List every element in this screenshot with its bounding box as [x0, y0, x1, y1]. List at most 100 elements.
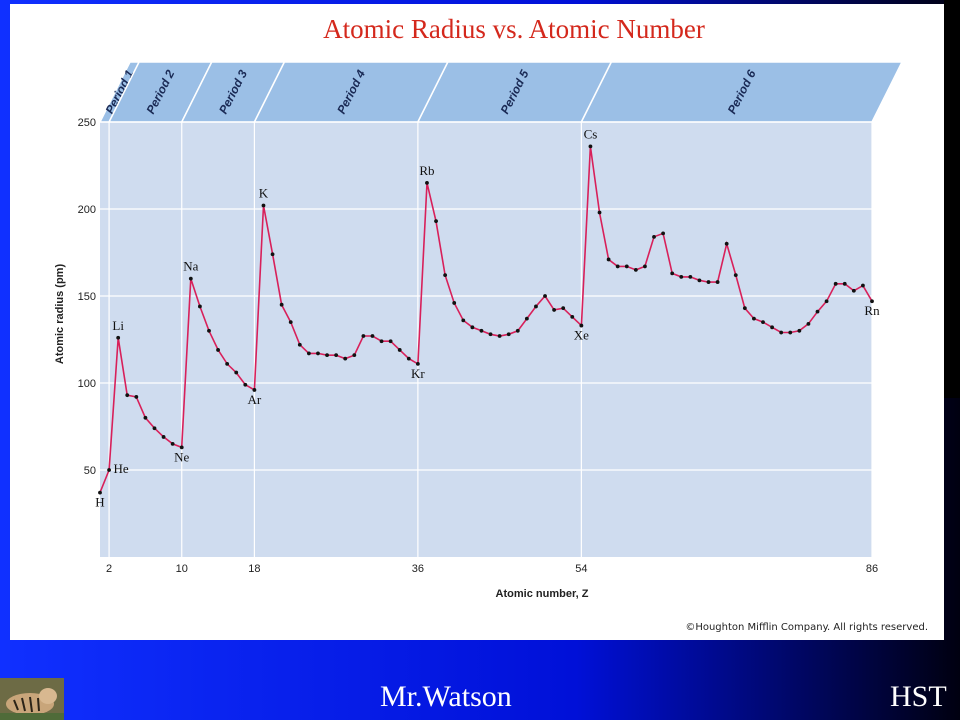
- data-point-z28: [343, 356, 348, 361]
- data-point-z85: [861, 283, 865, 288]
- data-point-z78: [797, 328, 802, 333]
- x-tick-label-10: 10: [176, 563, 188, 575]
- data-point-z84: [851, 288, 856, 293]
- data-point-z65: [679, 274, 684, 279]
- data-point-z50: [543, 294, 547, 298]
- x-tick-label-86: 86: [866, 563, 878, 575]
- data-point-z42: [470, 325, 475, 330]
- data-point-z44: [488, 332, 493, 337]
- data-point-z75: [770, 325, 774, 330]
- data-point-z73: [752, 316, 756, 321]
- data-point-z45: [497, 334, 502, 338]
- data-point-z10: [179, 445, 184, 450]
- data-point-z23: [297, 342, 302, 347]
- data-point-z58: [615, 264, 620, 269]
- element-label-h: H: [95, 495, 104, 510]
- data-point-z22: [288, 320, 293, 324]
- data-point-z71: [733, 273, 738, 278]
- element-label-na: Na: [183, 259, 198, 274]
- data-point-z46: [506, 332, 511, 337]
- element-label-rb: Rb: [419, 163, 434, 178]
- data-point-z70: [724, 241, 729, 246]
- y-tick-label-150: 150: [78, 291, 96, 303]
- element-label-rn: Rn: [864, 303, 880, 318]
- data-point-z49: [534, 304, 538, 309]
- data-point-z79: [806, 321, 811, 326]
- data-point-z63: [661, 231, 666, 236]
- data-point-z62: [652, 234, 656, 239]
- data-point-z24: [306, 351, 311, 356]
- data-point-z29: [352, 353, 357, 358]
- copyright-notice: ©Houghton Mifflin Company. All rights re…: [685, 622, 928, 633]
- x-axis-label: Atomic number, Z: [496, 588, 589, 600]
- data-point-z60: [633, 268, 638, 272]
- data-point-z12: [198, 304, 202, 309]
- y-tick-label-200: 200: [78, 204, 96, 216]
- data-point-z51: [552, 308, 557, 312]
- x-tick-label-18: 18: [248, 563, 260, 575]
- data-point-z6: [143, 415, 148, 420]
- y-axis-label: Atomic radius (pm): [54, 264, 66, 365]
- data-point-z4: [125, 393, 130, 398]
- data-point-z41: [461, 318, 466, 323]
- data-point-z69: [715, 280, 720, 284]
- data-point-z74: [761, 320, 765, 324]
- data-point-z54: [579, 323, 584, 328]
- data-point-z8: [161, 435, 166, 439]
- data-point-z21: [279, 302, 284, 307]
- x-tick-label-36: 36: [412, 563, 424, 575]
- data-point-z35: [406, 356, 411, 361]
- data-point-z38: [434, 219, 438, 224]
- data-point-z37: [425, 181, 429, 185]
- data-point-z76: [779, 330, 784, 335]
- data-point-z14: [216, 348, 220, 352]
- data-point-z61: [643, 264, 647, 269]
- data-point-z16: [234, 370, 239, 375]
- data-point-z81: [824, 299, 829, 304]
- data-point-z26: [325, 353, 329, 358]
- data-point-z33: [388, 339, 393, 344]
- data-point-z5: [134, 395, 139, 399]
- data-point-z86: [870, 299, 874, 304]
- data-point-z67: [697, 278, 702, 283]
- data-point-z7: [152, 426, 157, 431]
- data-point-z52: [561, 306, 566, 311]
- slide-title: Atomic Radius vs. Atomic Number: [323, 14, 705, 44]
- plot-area: [100, 122, 872, 557]
- data-point-z27: [334, 353, 339, 358]
- footer-school: HST: [890, 680, 947, 713]
- data-point-z18: [252, 388, 257, 392]
- data-point-z77: [788, 330, 793, 335]
- x-tick-label-2: 2: [106, 563, 112, 575]
- series-line: [99, 146, 873, 493]
- data-point-z34: [397, 348, 402, 352]
- data-point-z15: [225, 361, 230, 366]
- data-point-z66: [688, 274, 693, 279]
- data-point-z40: [452, 301, 457, 305]
- element-label-k: K: [259, 186, 269, 201]
- y-tick-label-250: 250: [78, 117, 96, 129]
- x-tick-label-54: 54: [575, 563, 587, 575]
- data-point-z39: [443, 273, 448, 278]
- data-point-z13: [207, 328, 211, 333]
- data-point-z3: [116, 335, 121, 340]
- data-point-z1: [98, 490, 102, 495]
- data-point-z72: [742, 306, 747, 311]
- element-label-he: He: [113, 461, 128, 476]
- element-label-ar: Ar: [248, 392, 262, 407]
- y-tick-label-50: 50: [84, 465, 96, 477]
- y-tick-label-100: 100: [78, 378, 96, 390]
- data-point-z80: [815, 309, 820, 314]
- data-point-z47: [515, 328, 520, 333]
- data-point-z56: [597, 210, 602, 215]
- data-point-z2: [107, 468, 111, 472]
- data-point-z30: [361, 334, 366, 338]
- element-label-ne: Ne: [174, 449, 189, 464]
- footer-author: Mr.Watson: [380, 680, 512, 713]
- data-point-z19: [261, 203, 266, 208]
- data-point-z68: [706, 280, 711, 284]
- element-label-li: Li: [112, 318, 124, 333]
- element-label-kr: Kr: [411, 366, 425, 381]
- data-point-z59: [624, 264, 629, 269]
